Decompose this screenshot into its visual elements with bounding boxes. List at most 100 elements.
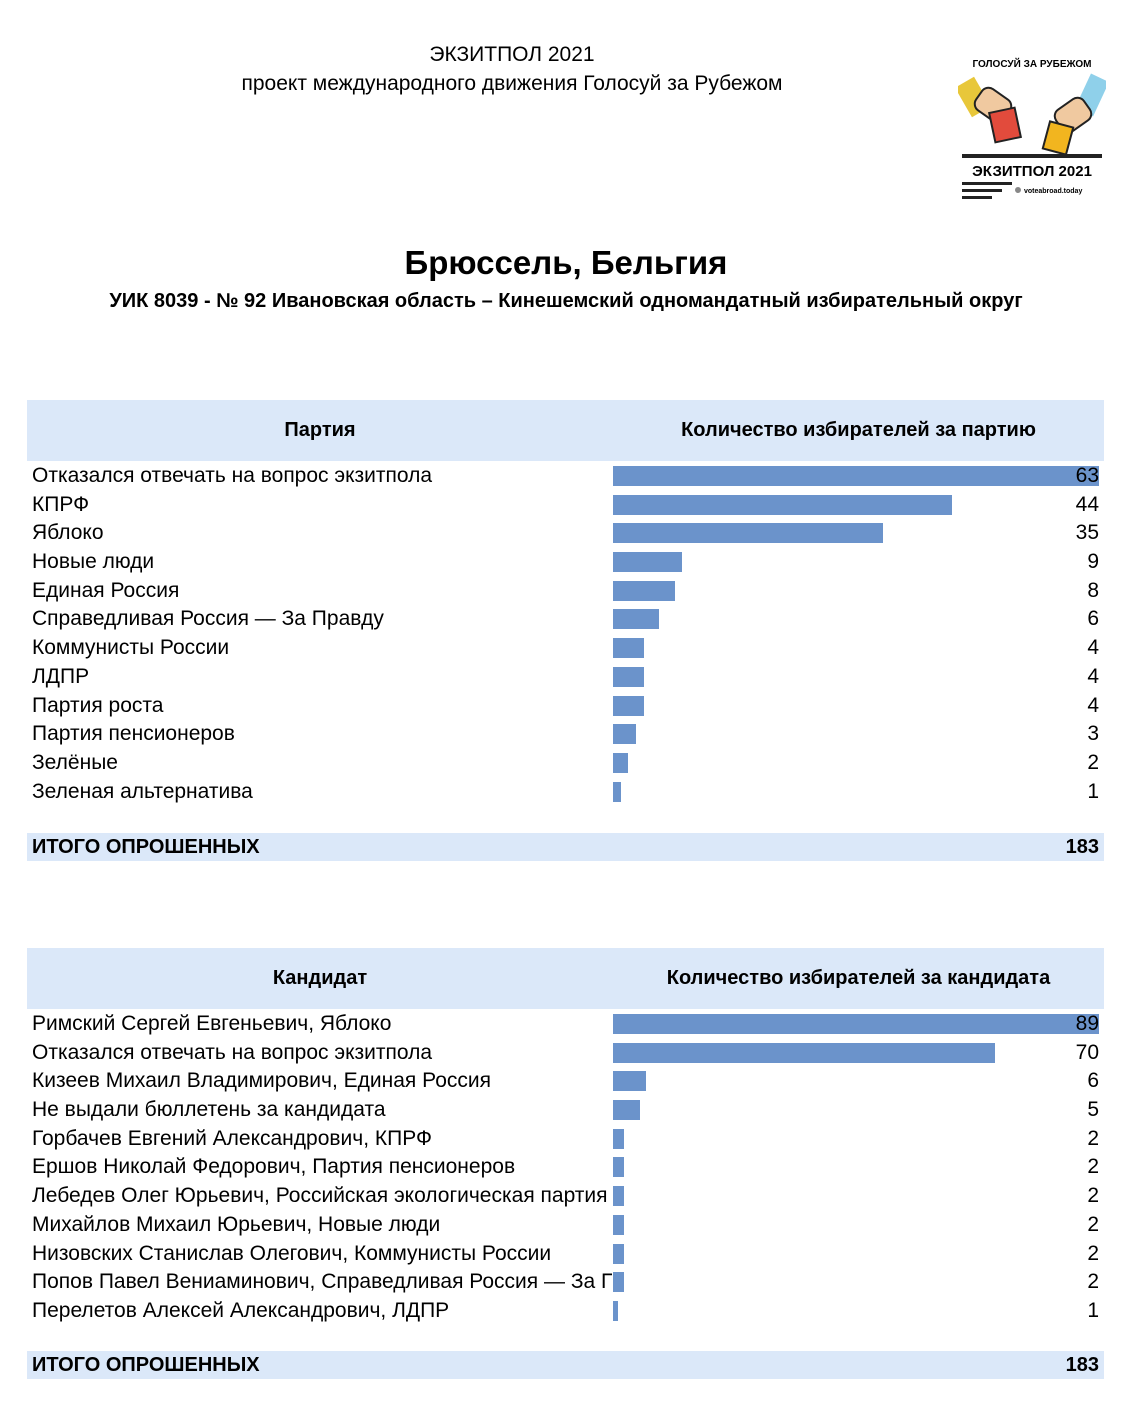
candidate-row: Отказался отвечать на вопрос экзитпола 70 <box>27 1039 1104 1068</box>
party-name: Коммунисты России <box>32 636 230 660</box>
party-row: Новые люди 9 <box>27 548 1104 577</box>
candidate-bar <box>613 1186 624 1207</box>
party-row: Коммунисты России 4 <box>27 634 1104 663</box>
logo-line-3 <box>962 196 992 199</box>
exitpoll-logo: ГОЛОСУЙ ЗА РУБЕЖОМ ЭКЗИТПОЛ 2021 voteabr… <box>958 57 1106 199</box>
candidate-bar <box>613 1214 624 1235</box>
candidate-bar <box>613 1014 1099 1034</box>
candidate-bar <box>613 1300 619 1321</box>
candidate-row: Лебедев Олег Юрьевич, Российская экологи… <box>27 1182 1104 1211</box>
party-bar <box>613 724 637 745</box>
party-bar <box>613 695 644 716</box>
party-bar <box>613 781 621 802</box>
candidate-bar <box>613 1243 624 1264</box>
party-row: Яблоко 35 <box>27 519 1104 548</box>
party-row: ЛДПР 4 <box>27 663 1104 692</box>
party-row: Партия роста 4 <box>27 692 1104 721</box>
logo-top-text: ГОЛОСУЙ ЗА РУБЕЖОМ <box>972 57 1091 70</box>
candidate-value: 2 <box>1087 1212 1099 1236</box>
candidate-votes-column-header: Количество избирателей за кандидата <box>666 967 1051 989</box>
candidate-bar <box>613 1071 646 1092</box>
candidate-name: Низовских Станислав Олегович, Коммунисты… <box>32 1241 552 1265</box>
candidate-rows: Римский Сергей Евгеньевич, Яблоко 89 Отказ… <box>27 1010 1104 1326</box>
party-bar <box>613 666 644 687</box>
candidate-bar <box>613 1157 624 1178</box>
party-row: Партия пенсионеров 3 <box>27 720 1104 749</box>
candidate-row: Ершов Николай Федорович, Партия пенсионе… <box>27 1153 1104 1182</box>
party-row: КПРФ 44 <box>27 491 1104 520</box>
party-name: Единая Россия <box>32 578 180 602</box>
party-value: 2 <box>1087 750 1099 774</box>
party-value: 4 <box>1087 636 1099 660</box>
party-value: 8 <box>1087 578 1099 602</box>
party-total-row: ИТОГО ОПРОШЕННЫХ 183 <box>27 833 1104 861</box>
candidate-value: 2 <box>1087 1126 1099 1150</box>
logo-line-2 <box>962 189 1002 192</box>
candidate-row: Римский Сергей Евгеньевич, Яблоко 89 <box>27 1010 1104 1039</box>
party-name: Зелёные <box>32 750 118 774</box>
party-bar <box>613 580 675 601</box>
candidate-value: 6 <box>1087 1069 1099 1093</box>
party-name: Яблоко <box>32 521 104 545</box>
logo-left-ballot <box>987 106 1023 144</box>
candidate-name: Ершов Николай Федорович, Партия пенсионе… <box>32 1155 516 1179</box>
party-value: 4 <box>1087 693 1099 717</box>
logo-site-icon <box>1015 187 1021 193</box>
candidate-name: Кизеев Михаил Владимирович, Единая Росси… <box>32 1069 491 1093</box>
candidate-row: Попов Павел Вениаминович, Справедливая Р… <box>27 1268 1104 1297</box>
party-name: Партия пенсионеров <box>32 722 235 746</box>
candidate-value: 2 <box>1087 1270 1099 1294</box>
party-value: 44 <box>1075 492 1099 516</box>
party-name: Отказался отвечать на вопрос экзитпола <box>32 464 433 487</box>
party-total-label: ИТОГО ОПРОШЕННЫХ <box>32 836 260 858</box>
party-value: 35 <box>1075 521 1099 545</box>
party-row: Отказался отвечать на вопрос экзитпола 63 <box>27 462 1104 491</box>
candidate-row: Кизеев Михаил Владимирович, Единая Росси… <box>27 1067 1104 1096</box>
party-name: Партия роста <box>32 693 164 717</box>
logo-right-ballot <box>1041 120 1075 156</box>
header-line-1: ЭКЗИТПОЛ 2021 <box>429 43 595 66</box>
candidate-value: 89 <box>1075 1012 1099 1035</box>
candidate-bar <box>613 1128 624 1149</box>
party-bar <box>613 752 629 773</box>
candidate-row: Перелетов Алексей Александрович, ЛДПР 1 <box>27 1297 1104 1326</box>
candidate-name: Римский Сергей Евгеньевич, Яблоко <box>32 1012 392 1035</box>
party-table: Партия Количество избирателей за партию … <box>27 400 1104 861</box>
logo-main-text: ЭКЗИТПОЛ 2021 <box>972 163 1092 180</box>
candidate-name: Попов Павел Вениаминович, Справедливая Р… <box>32 1270 612 1294</box>
party-column-header: Партия <box>284 419 356 441</box>
party-name: Новые люди <box>32 550 155 574</box>
party-bar <box>613 638 644 659</box>
candidate-bar <box>613 1042 996 1063</box>
candidate-row: Михайлов Михаил Юрьевич, Новые люди 2 <box>27 1211 1104 1240</box>
candidate-value: 2 <box>1087 1184 1099 1208</box>
candidate-row: Горбачев Евгений Александрович, КПРФ 2 <box>27 1125 1104 1154</box>
candidate-value: 1 <box>1087 1298 1099 1322</box>
candidate-name: Перелетов Алексей Александрович, ЛДПР <box>32 1298 450 1322</box>
party-bar <box>613 552 683 573</box>
party-bar <box>613 466 1099 486</box>
page-subtitle: УИК 8039 - № 92 Ивановская область – Кин… <box>109 290 1023 312</box>
header-line-2: проект международного движения Голосуй з… <box>241 72 783 95</box>
party-name: КПРФ <box>32 492 90 516</box>
candidate-name: Не выдали бюллетень за кандидата <box>32 1098 386 1122</box>
page-title: Брюссель, Бельгия <box>404 244 728 281</box>
candidate-row: Не выдали бюллетень за кандидата 5 <box>27 1096 1104 1125</box>
party-row: Единая Россия 8 <box>27 577 1104 606</box>
candidate-value: 70 <box>1075 1040 1099 1064</box>
party-votes-column-header: Количество избирателей за партию <box>681 419 1036 441</box>
candidate-total-value: 183 <box>1065 1354 1099 1376</box>
party-value: 1 <box>1087 779 1099 803</box>
candidate-column-header: Кандидат <box>272 967 368 989</box>
candidate-name: Горбачев Евгений Александрович, КПРФ <box>32 1126 432 1150</box>
candidate-value: 2 <box>1087 1155 1099 1179</box>
candidate-bar <box>613 1272 624 1293</box>
logo-ballot-slot <box>962 154 1102 158</box>
party-row: Зеленая альтернатива 1 <box>27 778 1104 807</box>
candidate-name: Лебедев Олег Юрьевич, Российская экологи… <box>32 1184 612 1208</box>
party-name: ЛДПР <box>32 664 90 688</box>
party-bar <box>613 609 660 630</box>
party-name: Справедливая Россия — За Правду <box>32 607 384 631</box>
candidate-total-label: ИТОГО ОПРОШЕННЫХ <box>32 1354 260 1376</box>
candidate-bar <box>613 1100 641 1121</box>
